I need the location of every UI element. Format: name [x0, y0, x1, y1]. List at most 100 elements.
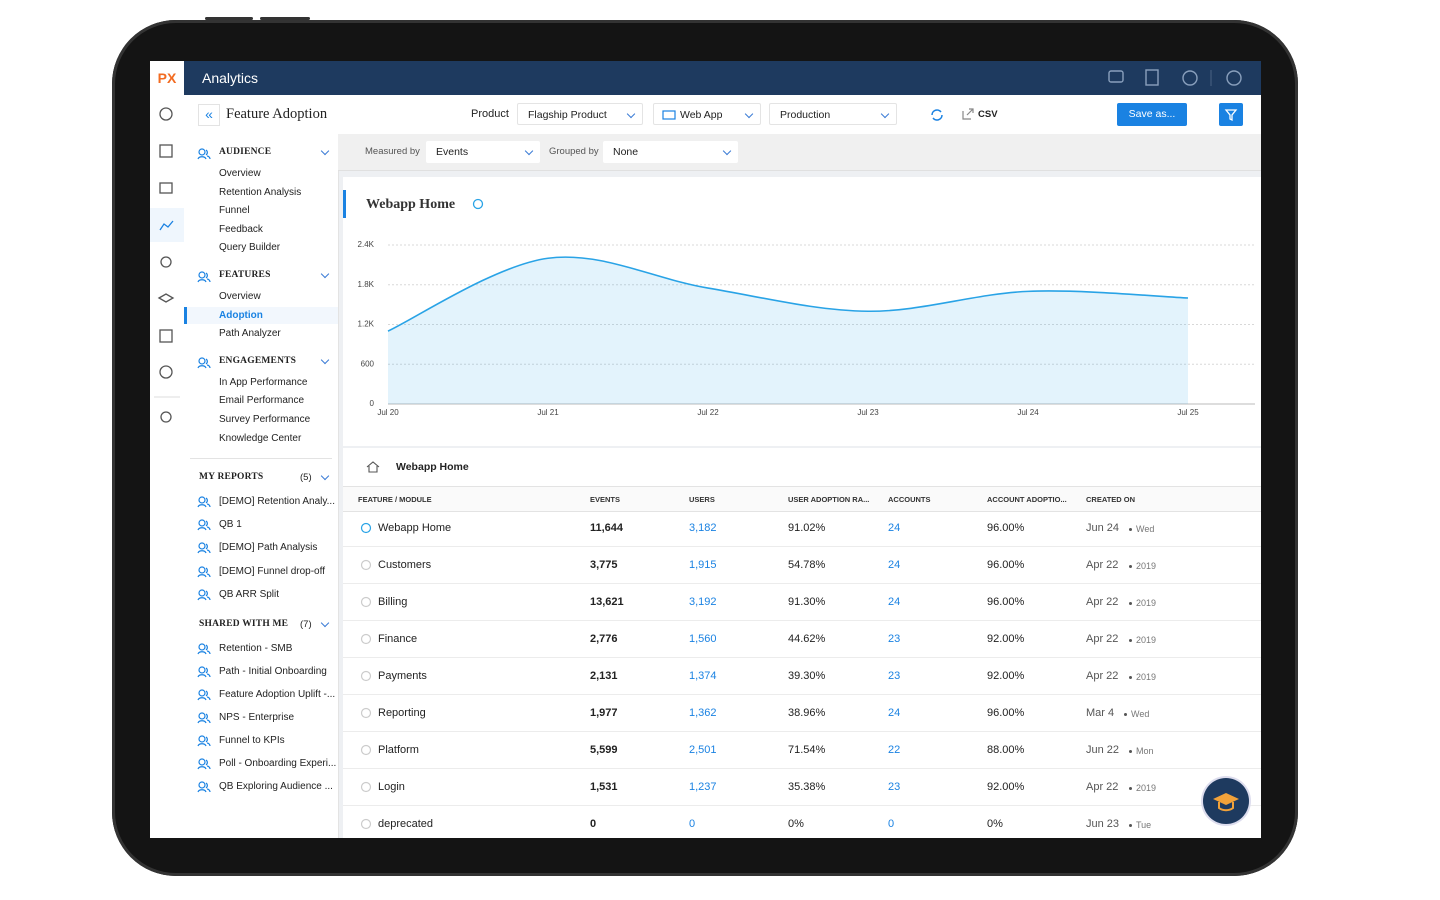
- nav-icon[interactable]: [159, 107, 173, 121]
- csv-button[interactable]: CSV: [978, 109, 998, 120]
- nav-item[interactable]: Knowledge Center: [219, 432, 302, 444]
- nav-icon[interactable]: [160, 411, 172, 423]
- user-icon[interactable]: [1226, 70, 1242, 86]
- report-item[interactable]: Poll - Onboarding Experi...: [219, 758, 337, 770]
- section-title[interactable]: ENGAGEMENTS: [219, 355, 297, 366]
- cell: 23: [888, 781, 901, 793]
- nav-icon[interactable]: [160, 256, 172, 268]
- collapse-icon[interactable]: [320, 269, 330, 279]
- cell[interactable]: deprecated: [378, 818, 434, 830]
- date-cell: Apr 22: [1086, 596, 1119, 608]
- cell: 0%: [987, 818, 1003, 830]
- header-row: [343, 486, 1261, 512]
- nav-icon[interactable]: [159, 329, 173, 343]
- cell: 71.54%: [788, 744, 826, 756]
- nav-item[interactable]: Path Analyzer: [219, 328, 281, 340]
- column-header[interactable]: USERS: [689, 495, 715, 504]
- cell[interactable]: Payments: [378, 670, 427, 682]
- nav-icon[interactable]: [159, 365, 173, 379]
- cell[interactable]: Login: [378, 781, 405, 793]
- section-title[interactable]: FEATURES: [219, 270, 271, 280]
- report-item[interactable]: Path - Initial Onboarding: [219, 665, 327, 677]
- cell: 13,621: [590, 596, 624, 608]
- filter-button[interactable]: [1219, 103, 1243, 126]
- cell: 23: [888, 670, 901, 682]
- report-item[interactable]: NPS - Enterprise: [219, 712, 295, 723]
- icon-part: [360, 633, 372, 645]
- report-item[interactable]: Retention - SMB: [219, 642, 293, 654]
- cell: 5,599: [590, 744, 618, 756]
- report-item[interactable]: [DEMO] Retention Analy...: [219, 496, 335, 508]
- nav-item[interactable]: Funnel: [219, 205, 250, 217]
- section-title[interactable]: MY REPORTS: [199, 472, 264, 483]
- export-icon[interactable]: [962, 108, 974, 120]
- save-button[interactable]: Save as...: [1117, 103, 1187, 126]
- logo[interactable]: PX: [150, 61, 184, 95]
- docs-icon[interactable]: [1145, 69, 1159, 86]
- academy-button[interactable]: [1203, 778, 1249, 824]
- report-item[interactable]: QB Exploring Audience ...: [219, 781, 333, 793]
- cell[interactable]: Billing: [378, 596, 408, 608]
- icon-part: [198, 148, 206, 156]
- icon-part: [198, 781, 206, 789]
- nav-icon[interactable]: [157, 293, 175, 303]
- cell: 39.30%: [788, 670, 826, 682]
- column-header[interactable]: ACCOUNT ADOPTIO...: [987, 495, 1067, 504]
- device-button: [205, 17, 253, 20]
- cell[interactable]: Customers: [378, 559, 432, 571]
- nav-item[interactable]: Overview: [219, 291, 261, 302]
- cell: 2,501: [689, 744, 717, 756]
- cell[interactable]: Platform: [378, 744, 419, 756]
- nav-item[interactable]: Survey Performance: [219, 414, 311, 425]
- collapse-icon[interactable]: [320, 618, 330, 627]
- chat-icon[interactable]: [1108, 70, 1124, 83]
- report-item[interactable]: Feature Adoption Uplift -...: [219, 688, 336, 700]
- cell[interactable]: Reporting: [378, 707, 426, 719]
- accent-bar: [343, 190, 346, 218]
- nav-item[interactable]: Query Builder: [219, 242, 281, 254]
- area: [388, 257, 1188, 404]
- collapse-icon[interactable]: [320, 146, 330, 156]
- nav-item[interactable]: Retention Analysis: [219, 186, 302, 198]
- column-header[interactable]: EVENTS: [590, 495, 621, 504]
- section-title[interactable]: AUDIENCE: [219, 147, 272, 157]
- separator-dot: [1129, 639, 1132, 642]
- collapse-icon[interactable]: [320, 355, 330, 365]
- nav-item[interactable]: Feedback: [219, 223, 263, 235]
- column-header[interactable]: ACCOUNTS: [888, 495, 931, 504]
- section-title[interactable]: SHARED WITH ME: [199, 618, 289, 629]
- help-icon[interactable]: [1182, 70, 1198, 86]
- report-item[interactable]: QB 1: [219, 519, 242, 531]
- nav-icon[interactable]: [159, 144, 173, 158]
- column-header[interactable]: USER ADOPTION RA...: [788, 495, 870, 504]
- nav-item[interactable]: Overview: [219, 168, 261, 179]
- report-item[interactable]: [DEMO] Funnel drop-off: [219, 565, 325, 577]
- nav-icon[interactable]: [159, 220, 174, 231]
- separator-dot: [1129, 528, 1132, 531]
- date-detail: 2019: [1136, 561, 1157, 571]
- measure-dropdown[interactable]: Events: [426, 141, 540, 163]
- back-button[interactable]: «: [198, 104, 220, 126]
- platform-dropdown[interactable]: Web App: [653, 103, 761, 125]
- report-item[interactable]: [DEMO] Path Analysis: [219, 542, 318, 554]
- environment-dropdown[interactable]: Production: [769, 103, 897, 125]
- x-tick-label: Jul 22: [697, 408, 719, 417]
- refresh-icon[interactable]: [929, 107, 945, 123]
- column-header[interactable]: FEATURE / MODULE: [358, 495, 432, 504]
- report-item[interactable]: Funnel to KPIs: [219, 735, 285, 747]
- column-header[interactable]: CREATED ON: [1086, 495, 1136, 504]
- cell[interactable]: Webapp Home: [378, 522, 452, 534]
- date-detail: Tue: [1136, 820, 1152, 830]
- nav-icon[interactable]: [159, 182, 173, 194]
- report-item[interactable]: QB ARR Split: [219, 588, 280, 600]
- icon-part: [197, 590, 211, 600]
- date-detail: 2019: [1136, 783, 1157, 793]
- cell[interactable]: Finance: [378, 633, 418, 645]
- nav-item[interactable]: Email Performance: [219, 395, 305, 407]
- product-dropdown[interactable]: Flagship Product: [517, 103, 643, 125]
- collapse-icon[interactable]: [320, 471, 330, 481]
- nav-item[interactable]: Adoption: [219, 309, 263, 321]
- row-icon: [360, 744, 372, 756]
- group-dropdown[interactable]: None: [603, 141, 738, 163]
- nav-item[interactable]: In App Performance: [219, 376, 308, 388]
